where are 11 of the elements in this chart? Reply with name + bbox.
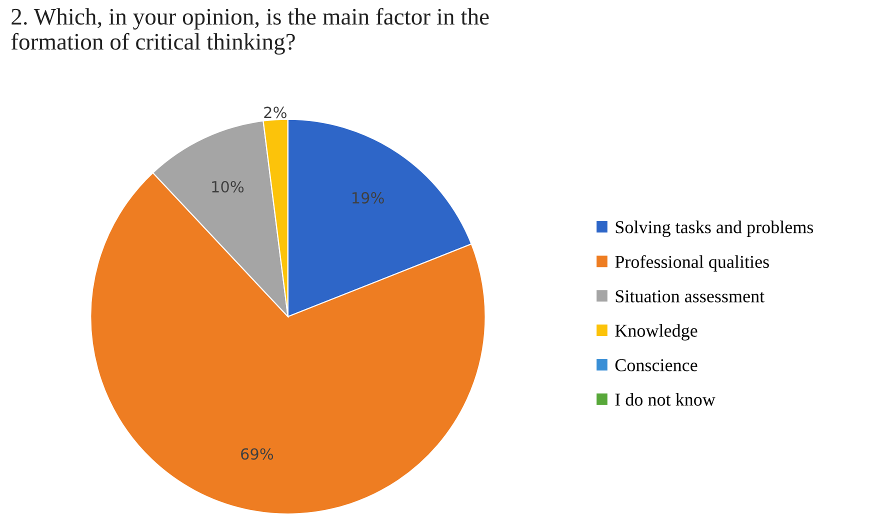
data-label: 69% [241,448,274,460]
legend-label: I do not know [615,393,716,406]
legend-label: Knowledge [615,324,698,341]
data-label: 2% [264,106,286,118]
data-label: 19% [352,192,384,204]
legend-label: Professional qualities [615,255,769,272]
legend-label: Situation assessment [616,290,764,302]
legend-label: Solving tasks and problems [616,220,814,238]
legend-label: Conscience [615,359,698,372]
data-label: 10% [212,180,244,193]
chart-title: 2. Which, in your opinion, is the main factor in the formation of critical thinking? [11,8,489,55]
